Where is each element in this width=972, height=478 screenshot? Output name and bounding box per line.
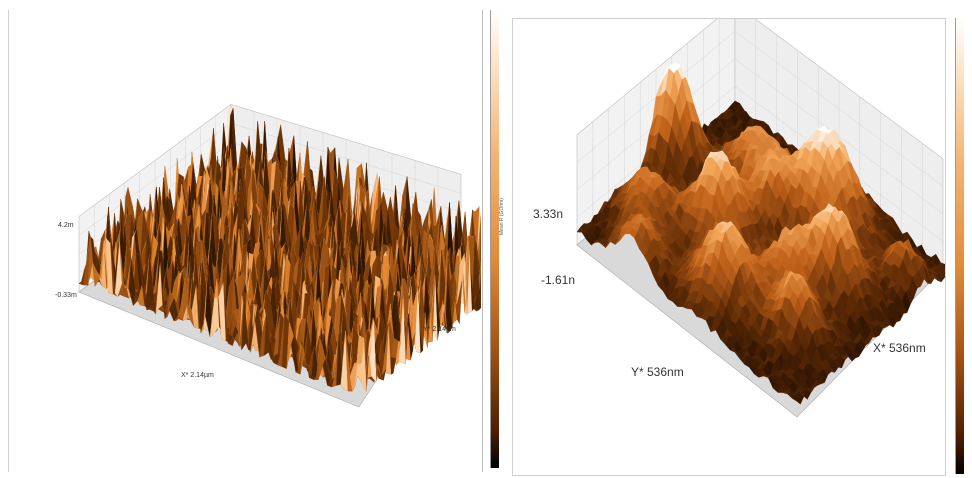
right-z-max-label: 3.33n xyxy=(533,207,564,221)
surface-mesh xyxy=(576,62,945,405)
left-colorbar-gradient xyxy=(490,10,499,468)
left-z-min-label: -0.33m xyxy=(55,292,77,299)
right-x-axis-label: X* 536nm xyxy=(873,341,926,355)
left-x-axis-label: X* 2.14µm xyxy=(181,372,214,379)
left-surface-plot xyxy=(78,103,481,408)
left-colorbar xyxy=(490,10,499,468)
right-y-axis-label: Y* 536nm xyxy=(631,365,684,379)
right-surface-plot xyxy=(576,19,945,418)
left-surface-panel: 4.2m -0.33m X* 2.14µm Y* 2.14µm xyxy=(8,10,481,472)
panel-separator xyxy=(482,10,483,472)
right-surface-panel: 3.33n -1.61n Y* 536nm X* 536nm xyxy=(512,18,946,476)
right-z-min-label: -1.61n xyxy=(541,273,576,287)
right-colorbar xyxy=(955,18,964,474)
left-y-axis-label: Y* 2.14µm xyxy=(423,326,456,333)
surface-mesh xyxy=(78,107,481,393)
right-colorbar-gradient xyxy=(955,18,964,474)
left-z-max-label: 4.2m xyxy=(58,222,74,229)
left-colorbar-title: Mean R (GOhm) xyxy=(499,198,505,235)
